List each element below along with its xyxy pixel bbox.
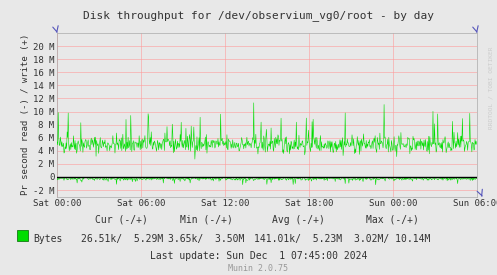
Text: Munin 2.0.75: Munin 2.0.75 xyxy=(229,264,288,273)
Text: Avg (-/+): Avg (-/+) xyxy=(272,215,325,225)
Text: RRDTOOL / TOBI OETIKER: RRDTOOL / TOBI OETIKER xyxy=(489,47,494,129)
Text: 3.65k/  3.50M: 3.65k/ 3.50M xyxy=(168,234,245,244)
Text: Bytes: Bytes xyxy=(33,234,63,244)
Text: Last update: Sun Dec  1 07:45:00 2024: Last update: Sun Dec 1 07:45:00 2024 xyxy=(150,251,367,261)
Text: 26.51k/  5.29M: 26.51k/ 5.29M xyxy=(81,234,163,244)
Text: 3.02M/ 10.14M: 3.02M/ 10.14M xyxy=(354,234,431,244)
Text: Cur (-/+): Cur (-/+) xyxy=(95,215,148,225)
Text: Min (-/+): Min (-/+) xyxy=(180,215,233,225)
Text: 141.01k/  5.23M: 141.01k/ 5.23M xyxy=(254,234,342,244)
Y-axis label: Pr second read (-) / write (+): Pr second read (-) / write (+) xyxy=(21,34,30,196)
Text: Max (-/+): Max (-/+) xyxy=(366,215,419,225)
Text: Disk throughput for /dev/observium_vg0/root - by day: Disk throughput for /dev/observium_vg0/r… xyxy=(83,10,434,21)
